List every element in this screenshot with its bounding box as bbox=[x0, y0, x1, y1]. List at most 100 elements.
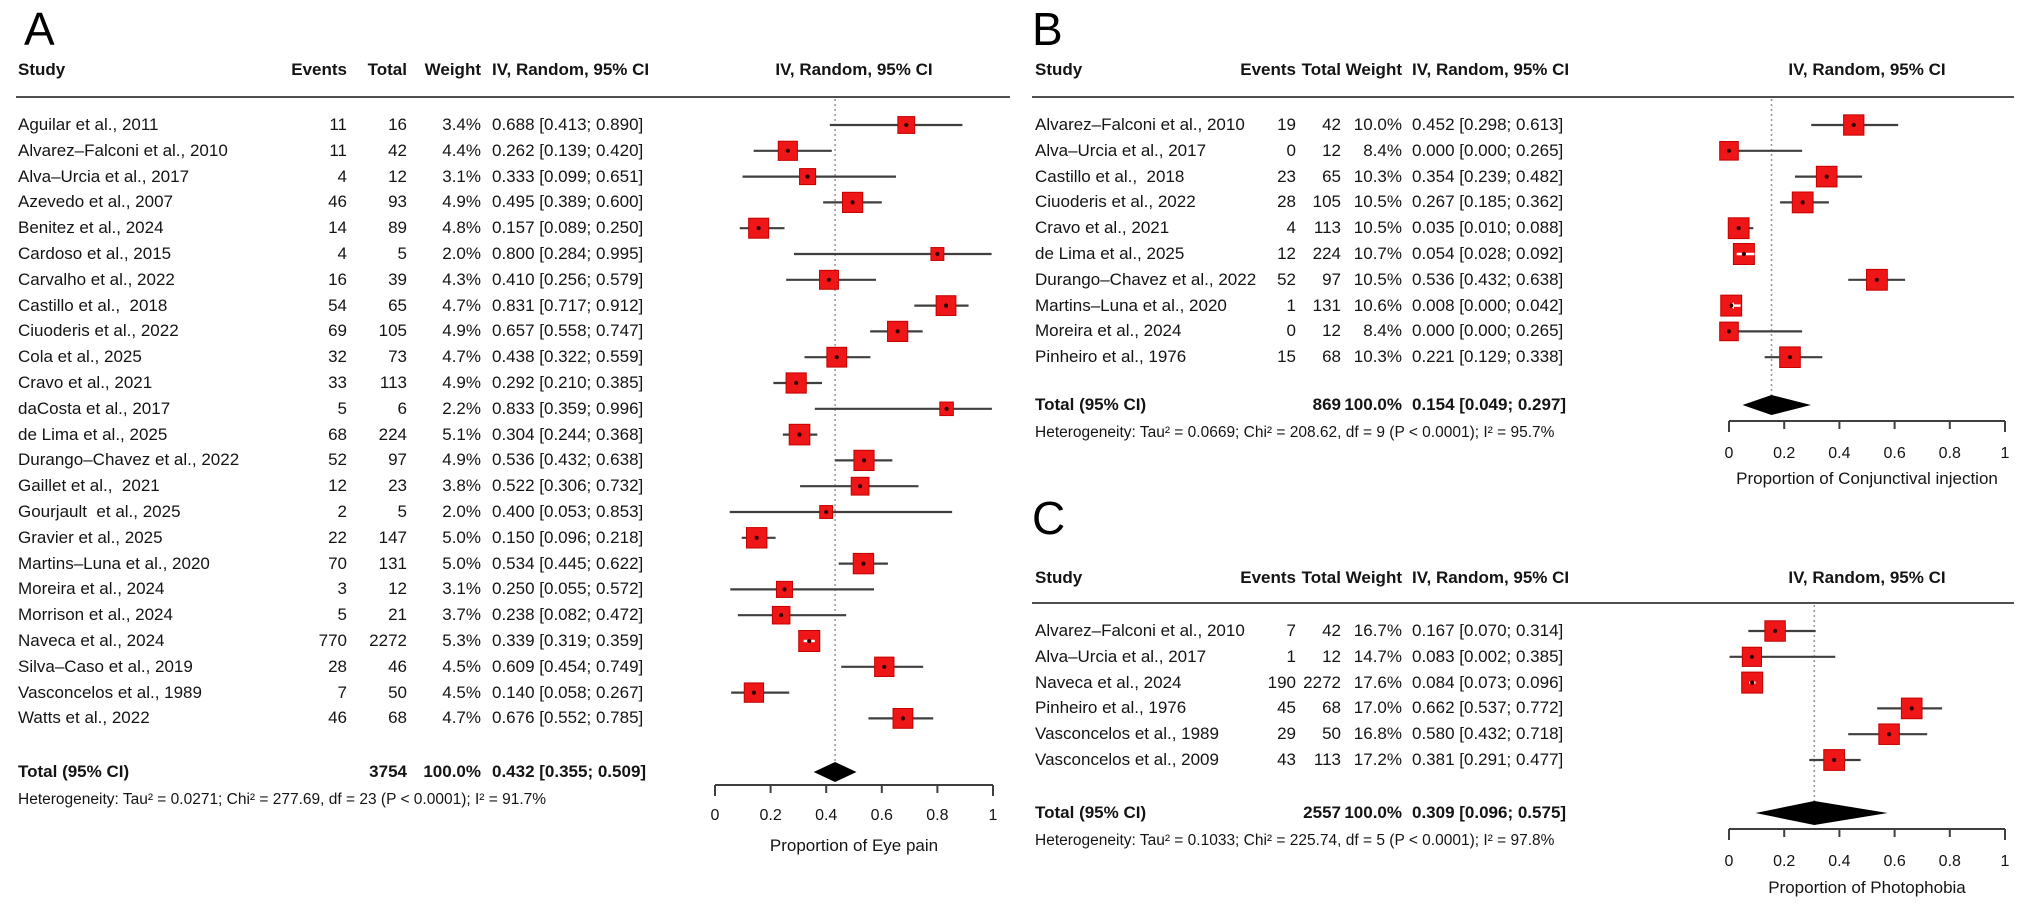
total-row-label: Total (95% CI) bbox=[1035, 395, 1147, 414]
weight-value: 4.9% bbox=[442, 192, 481, 212]
study-name: Cravo et al., 2021 bbox=[1035, 218, 1170, 238]
weight-value: 2.2% bbox=[442, 398, 481, 418]
weight-value: 4.9% bbox=[442, 373, 481, 392]
events-value: 12 bbox=[1277, 244, 1296, 263]
effect-center-dot bbox=[1874, 277, 1880, 282]
total-row-label: Total (95% CI) bbox=[1035, 803, 1147, 822]
weight-value: 16.8% bbox=[1353, 724, 1402, 744]
weight-value: 4.5% bbox=[442, 682, 481, 702]
ci-value: 0.452 [0.298; 0.613] bbox=[1412, 115, 1564, 134]
events-value: 43 bbox=[1277, 750, 1296, 769]
events-value: 1 bbox=[1286, 646, 1296, 666]
weight-value: 5.0% bbox=[442, 553, 481, 573]
effect-center-dot bbox=[794, 380, 799, 386]
effect-center-dot bbox=[824, 509, 829, 515]
study-name: Durango–Chavez et al., 2022 bbox=[18, 450, 240, 470]
events-value: 7 bbox=[1286, 621, 1296, 640]
effect-center-dot bbox=[944, 406, 949, 411]
header-rule bbox=[16, 96, 1010, 98]
weight-value: 2.0% bbox=[442, 244, 481, 263]
study-name: Naveca et al., 2024 bbox=[1035, 672, 1182, 692]
effect-center-dot bbox=[805, 174, 810, 179]
events-value: 4 bbox=[337, 244, 347, 263]
study-name: Azevedo et al., 2007 bbox=[18, 192, 174, 212]
ci-value: 0.000 [0.000; 0.265] bbox=[1412, 140, 1564, 160]
axis-tick-label: 0.2 bbox=[1773, 445, 1796, 462]
ci-value: 0.438 [0.322; 0.559] bbox=[492, 347, 644, 367]
events-value: 29 bbox=[1277, 724, 1296, 744]
effect-center-dot bbox=[797, 432, 802, 437]
weight-value: 3.7% bbox=[442, 605, 481, 625]
total-value: 5 bbox=[397, 244, 407, 263]
total-value: 73 bbox=[388, 347, 407, 367]
ci-value: 0.495 [0.389; 0.600] bbox=[492, 192, 644, 212]
ci-value: 0.580 [0.432; 0.718] bbox=[1412, 724, 1564, 744]
events-value: 52 bbox=[1277, 269, 1296, 289]
effect-center-dot bbox=[1750, 680, 1755, 685]
ci-value: 0.536 [0.432; 0.638] bbox=[1412, 269, 1564, 289]
events-value: 2 bbox=[337, 502, 347, 521]
study-name: Vasconcelos et al., 1989 bbox=[18, 682, 202, 702]
effect-center-dot bbox=[1726, 148, 1732, 153]
study-name: Martins–Luna et al., 2020 bbox=[18, 553, 210, 573]
ci-value: 0.221 [0.129; 0.338] bbox=[1412, 347, 1564, 367]
effect-center-dot bbox=[1800, 200, 1805, 205]
total-value: 224 bbox=[1312, 244, 1341, 263]
column-header-study: Study bbox=[1035, 568, 1083, 587]
study-name: Naveca et al., 2024 bbox=[18, 631, 165, 650]
events-value: 16 bbox=[328, 269, 347, 289]
effect-center-dot bbox=[834, 355, 839, 360]
ci-value: 0.238 [0.082; 0.472] bbox=[492, 605, 644, 625]
study-name: Gaillet et al., 2021 bbox=[18, 476, 160, 496]
total-value: 93 bbox=[388, 192, 407, 212]
effect-center-dot bbox=[850, 200, 855, 205]
study-name: Alvarez–Falconi et al., 2010 bbox=[1035, 115, 1245, 134]
events-value: 5 bbox=[337, 605, 347, 625]
total-value: 113 bbox=[1313, 218, 1341, 238]
events-value: 4 bbox=[337, 166, 347, 186]
ci-value: 0.688 [0.413; 0.890] bbox=[492, 115, 644, 134]
events-value: 68 bbox=[328, 424, 347, 444]
weight-value: 17.2% bbox=[1353, 750, 1402, 769]
events-value: 22 bbox=[328, 527, 347, 547]
column-header-total: Total bbox=[1301, 60, 1341, 79]
total-value: 68 bbox=[1322, 347, 1341, 367]
effect-center-dot bbox=[807, 638, 812, 644]
events-value: 15 bbox=[1277, 347, 1296, 367]
column-header-events: Events bbox=[291, 60, 347, 79]
total-value: 105 bbox=[378, 321, 407, 341]
study-name: Pinheiro et al., 1976 bbox=[1035, 698, 1187, 718]
study-name: Aguilar et al., 2011 bbox=[18, 115, 159, 134]
study-name: Cravo et al., 2021 bbox=[18, 373, 153, 392]
total-value: 5 bbox=[397, 502, 407, 521]
ci-value: 0.250 [0.055; 0.572] bbox=[492, 579, 644, 599]
study-name: Moreira et al., 2024 bbox=[18, 579, 165, 599]
axis-tick-label: 1 bbox=[988, 807, 998, 824]
header-rule bbox=[1032, 602, 2014, 604]
weight-value: 4.7% bbox=[442, 347, 481, 367]
events-value: 46 bbox=[328, 708, 347, 728]
axis-tick-label: 0.4 bbox=[1828, 445, 1851, 462]
ci-value: 0.140 [0.058; 0.267] bbox=[492, 682, 644, 702]
weight-value: 3.4% bbox=[442, 115, 481, 134]
study-name: Benitez et al., 2024 bbox=[18, 218, 164, 238]
ci-value: 0.657 [0.558; 0.747] bbox=[492, 321, 644, 341]
weight-value: 3.1% bbox=[442, 166, 481, 186]
effect-center-dot bbox=[882, 664, 887, 669]
axis-tick-label: 0.8 bbox=[1938, 445, 1961, 462]
total-value: 131 bbox=[378, 553, 407, 573]
study-name: Morrison et al., 2024 bbox=[18, 605, 173, 625]
total-value: 147 bbox=[378, 527, 407, 547]
weight-value: 8.4% bbox=[1363, 140, 1402, 160]
column-header-ci: IV, Random, 95% CI bbox=[1412, 568, 1570, 587]
events-value: 54 bbox=[328, 295, 347, 315]
ci-value: 0.157 [0.089; 0.250] bbox=[492, 218, 644, 238]
events-value: 28 bbox=[1277, 192, 1296, 212]
ci-value: 0.534 [0.445; 0.622] bbox=[492, 553, 644, 573]
total-value: 113 bbox=[1313, 750, 1341, 769]
events-value: 770 bbox=[318, 631, 347, 650]
total-value: 16 bbox=[388, 115, 407, 134]
ci-value: 0.084 [0.073; 0.096] bbox=[1412, 672, 1564, 692]
total-value: 39 bbox=[388, 269, 407, 289]
